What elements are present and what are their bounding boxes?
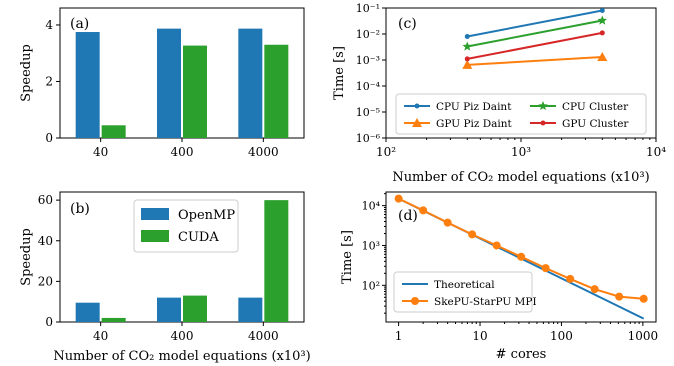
panel-d-point-skepu-starpu-mpi [443, 218, 452, 227]
panel-a-bar-cuda-400 [183, 45, 207, 138]
panel-c-legend-marker-gpu-cluster [540, 120, 546, 126]
panel-a-bar-openmp-40 [75, 32, 100, 138]
panel-c-legend-marker-gpu-piz-daint [412, 118, 422, 127]
panel-b-bar-cuda-400 [183, 295, 207, 322]
panel-c-legend-label-cpu-cluster: CPU Cluster [562, 101, 629, 113]
panel-c-point-cpu-piz-daint [464, 34, 470, 40]
panel-b-xtick-label: 400 [171, 329, 194, 343]
panel-b-bar-openmp-4000 [238, 297, 263, 322]
panel-b-xtick-label: 40 [93, 329, 108, 343]
panel-d-legend-label-theoretical: Theoretical [434, 279, 495, 291]
panel-c-ytick-label: 10⁻² [356, 28, 380, 41]
panel-b-legend-label-cuda: CUDA [178, 230, 219, 245]
panel-c-ytick-label: 10⁻¹ [356, 2, 380, 15]
panel-b-bar-openmp-400 [157, 297, 181, 322]
panel-b-ytick-label: 60 [38, 193, 53, 207]
panel-a-bar-cuda-4000 [264, 44, 289, 138]
panel-c-point-gpu-piz-daint [462, 59, 473, 69]
panel-c-legend-marker-cpu-piz-daint [414, 103, 420, 109]
panel-d-point-skepu-starpu-mpi [394, 194, 403, 203]
panel-c-line-gpu-piz-daint [467, 56, 603, 66]
panel-d-point-skepu-starpu-mpi [541, 264, 550, 273]
panel-a-bar-cuda-40 [101, 125, 126, 138]
panel-d-point-skepu-starpu-mpi [492, 241, 501, 250]
panel-b-legend-label-openmp: OpenMP [178, 208, 235, 223]
panel-b-legend-swatch-cuda [141, 230, 169, 242]
panel-d-ytick-label: 10⁴ [362, 200, 381, 213]
panel-c-ylabel: Time [s] [332, 46, 347, 100]
panel-b-label: (b) [70, 201, 90, 217]
panel-c-label: (c) [398, 16, 417, 32]
panel-b-ytick-label: 20 [38, 274, 53, 288]
panel-c-xtick-label: 10² [376, 145, 396, 159]
panel-a-label: (a) [70, 16, 89, 32]
panel-d-point-skepu-starpu-mpi [419, 206, 428, 215]
panel-c-xlabel: Number of CO₂ model equations (x10³) [392, 170, 649, 185]
panel-c-ytick-label: 10⁻³ [356, 54, 380, 67]
panel-c-legend-box [395, 93, 647, 135]
panel-d-point-skepu-starpu-mpi [590, 285, 599, 294]
panel-d-ylabel: Time [s] [340, 230, 355, 284]
panel-c-ytick-label: 10⁻⁵ [356, 106, 380, 119]
panel-c-ytick-label: 10⁻⁴ [356, 80, 381, 93]
panel-d-point-skepu-starpu-mpi [517, 252, 526, 261]
panel-c-point-cpu-piz-daint [599, 8, 605, 14]
panel-c-line-gpu-cluster [467, 31, 603, 60]
panel-b-ytick-label: 40 [38, 234, 53, 248]
panel-c-legend-label-gpu-cluster: GPU Cluster [562, 118, 629, 130]
panel-b-ylabel: Speedup [19, 228, 34, 286]
panel-d-point-skepu-starpu-mpi [639, 294, 648, 303]
panel-d-xtick-label: 1 [395, 329, 403, 343]
panel-c-point-gpu-cluster [599, 30, 605, 36]
panel-c-xtick-label: 10³ [511, 145, 531, 159]
panel-a-xtick-label: 4000 [248, 145, 279, 159]
panel-b-legend-swatch-openmp [141, 208, 169, 220]
panel-c-ytick-label: 10⁻⁶ [356, 132, 381, 145]
panel-b-xlabel: Number of CO₂ model equations (x10³) [53, 349, 310, 364]
panel-d-ytick-label: 10³ [362, 239, 380, 252]
panel-a-ytick-label: 2 [45, 74, 53, 88]
panel-d-xtick-label: 10 [472, 329, 487, 343]
panel-d-point-skepu-starpu-mpi [615, 292, 624, 301]
panel-c-point-gpu-cluster [464, 56, 470, 62]
panel-a-bar-openmp-400 [157, 28, 181, 139]
panel-d-xlabel: # cores [496, 347, 547, 362]
panel-d-legend-box [393, 271, 533, 313]
panel-c-xtick-label: 10⁴ [646, 145, 666, 159]
panel-c-point-gpu-piz-daint [597, 52, 608, 62]
panel-a-ytick-label: 0 [45, 131, 53, 145]
panel-c-legend-label-cpu-piz-daint: CPU Piz Daint [436, 101, 512, 113]
panel-d-xtick-label: 100 [550, 329, 573, 343]
panel-b-bar-cuda-4000 [264, 200, 289, 322]
panel-a-ytick-label: 4 [45, 18, 53, 32]
panel-b-ytick-label: 0 [45, 315, 53, 329]
panel-d-point-skepu-starpu-mpi [566, 274, 575, 283]
panel-d-legend-marker-skepu-starpu-mpi [411, 297, 419, 305]
panel-a-ylabel: Speedup [19, 44, 34, 102]
panel-d-ytick-label: 10² [362, 279, 380, 292]
panel-c-line-cpu-cluster [467, 19, 603, 48]
panel-c-legend-marker-cpu-cluster [538, 101, 548, 110]
panel-d-legend-label-skepu-starpu-mpi: SkePU-StarPU MPI [434, 296, 537, 308]
panel-d-label: (d) [398, 208, 418, 224]
panel-c-point-cpu-cluster [597, 15, 607, 25]
panel-c-point-cpu-cluster [462, 41, 472, 51]
panel-b-bar-openmp-40 [75, 302, 100, 322]
panel-d-xtick-label: 1000 [628, 329, 659, 343]
panel-c-line-cpu-piz-daint [467, 9, 603, 38]
panel-a-xtick-label: 40 [93, 145, 108, 159]
panel-a-xtick-label: 400 [171, 145, 194, 159]
panel-d-point-skepu-starpu-mpi [468, 230, 477, 239]
panel-b-xtick-label: 4000 [248, 329, 279, 343]
panel-a-bar-openmp-4000 [238, 28, 263, 139]
panel-b-bar-cuda-40 [101, 317, 126, 322]
panel-c-legend-label-gpu-piz-daint: GPU Piz Daint [436, 118, 513, 130]
